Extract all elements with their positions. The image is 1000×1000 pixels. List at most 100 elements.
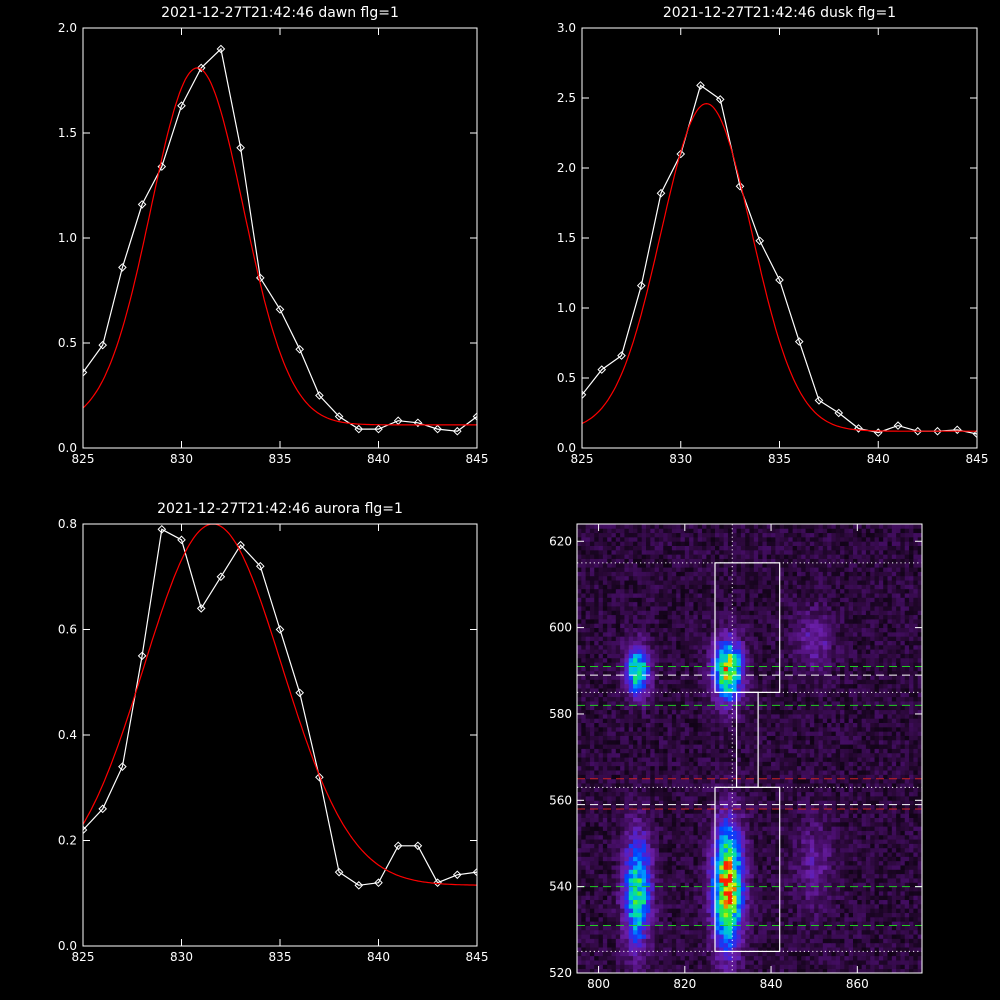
heatmap-cell bbox=[896, 890, 901, 896]
heatmap-cell bbox=[766, 908, 772, 913]
heatmap-cell bbox=[870, 787, 875, 793]
heatmap-cell bbox=[602, 882, 608, 888]
heatmap-cell bbox=[676, 865, 681, 870]
heatmap-cell bbox=[896, 834, 901, 840]
heatmap-cell bbox=[676, 795, 681, 801]
heatmap-cell bbox=[904, 947, 910, 952]
heatmap-cell bbox=[646, 826, 651, 831]
heatmap-cell bbox=[848, 826, 854, 831]
heatmap-cell bbox=[663, 938, 668, 944]
heatmap-cell bbox=[796, 830, 802, 836]
heatmap-cell bbox=[658, 718, 664, 723]
heatmap-cell bbox=[723, 929, 729, 935]
heatmap-cell bbox=[766, 718, 772, 723]
heatmap-cell bbox=[676, 873, 681, 879]
heatmap-cell bbox=[848, 731, 854, 736]
heatmap-cell bbox=[870, 726, 875, 732]
heatmap-cell bbox=[878, 713, 884, 719]
heatmap-cell bbox=[594, 856, 599, 862]
heatmap-cell bbox=[792, 830, 798, 836]
heatmap-cell bbox=[788, 778, 794, 784]
heatmap-cell bbox=[796, 921, 802, 926]
heatmap-cell bbox=[762, 895, 768, 901]
heatmap-cell bbox=[792, 925, 798, 931]
heatmap-cell bbox=[805, 847, 811, 853]
heatmap-cell bbox=[702, 813, 707, 818]
heatmap-cell bbox=[676, 899, 681, 905]
heatmap-cell bbox=[628, 865, 634, 870]
heatmap-cell bbox=[611, 778, 617, 784]
heatmap-cell bbox=[762, 726, 768, 732]
heatmap-cell bbox=[706, 735, 712, 741]
heatmap-cell bbox=[771, 951, 776, 957]
heatmap-cell bbox=[865, 968, 871, 973]
heatmap-cell bbox=[771, 830, 776, 836]
heatmap-cell bbox=[753, 916, 759, 922]
heatmap-cell bbox=[775, 929, 781, 935]
heatmap-cell bbox=[658, 938, 664, 944]
heatmap-cell bbox=[646, 795, 651, 801]
heatmap-cell bbox=[684, 817, 690, 823]
heatmap-cell bbox=[615, 804, 621, 810]
heatmap-cell bbox=[758, 873, 763, 879]
heatmap-cell bbox=[736, 817, 742, 823]
heatmap-cell bbox=[887, 929, 893, 935]
heatmap-cell bbox=[594, 774, 599, 780]
heatmap-cell bbox=[809, 947, 815, 952]
heatmap-cell bbox=[628, 761, 634, 767]
heatmap-cell bbox=[650, 795, 656, 801]
heatmap-cell bbox=[822, 947, 828, 952]
heatmap-cell bbox=[680, 890, 686, 896]
heatmap-cell bbox=[784, 912, 789, 918]
heatmap-cell bbox=[727, 713, 733, 719]
heatmap-cell bbox=[727, 856, 733, 862]
heatmap-cell bbox=[822, 955, 828, 961]
heatmap-cell bbox=[753, 934, 759, 939]
heatmap-cell bbox=[697, 860, 703, 866]
heatmap-cell bbox=[766, 808, 772, 814]
heatmap-cell bbox=[878, 718, 884, 723]
heatmap-cell bbox=[736, 955, 742, 961]
heatmap-cell bbox=[727, 903, 733, 909]
heatmap-cell bbox=[693, 830, 699, 836]
heatmap-cell bbox=[900, 929, 906, 935]
heatmap-cell bbox=[775, 731, 781, 736]
heatmap-cell bbox=[624, 960, 630, 965]
heatmap-cell bbox=[697, 890, 703, 896]
heatmap-cell bbox=[589, 817, 595, 823]
heatmap-cell bbox=[900, 895, 906, 901]
heatmap-cell bbox=[822, 839, 828, 844]
heatmap-cell bbox=[641, 873, 647, 879]
heatmap-cell bbox=[848, 787, 854, 793]
heatmap-cell bbox=[822, 808, 828, 814]
heatmap-cell bbox=[766, 735, 772, 741]
heatmap-cell bbox=[814, 916, 819, 922]
heatmap-cell bbox=[581, 925, 587, 931]
heatmap-cell bbox=[801, 752, 806, 758]
heatmap-cell bbox=[896, 795, 901, 801]
heatmap-cell bbox=[913, 757, 919, 762]
heatmap-cell bbox=[848, 804, 854, 810]
heatmap-cell bbox=[577, 726, 582, 732]
heatmap-cell bbox=[723, 878, 729, 883]
heatmap-cell bbox=[706, 960, 712, 965]
heatmap-cell bbox=[628, 800, 634, 806]
heatmap-cell bbox=[775, 813, 781, 818]
data-line bbox=[83, 528, 477, 886]
heatmap-cell bbox=[831, 826, 837, 831]
heatmap-cell bbox=[585, 895, 591, 901]
heatmap-cell bbox=[891, 795, 897, 801]
heatmap-cell bbox=[693, 821, 699, 827]
heatmap-cell bbox=[861, 795, 867, 801]
heatmap-cell bbox=[611, 761, 617, 767]
heatmap-cell bbox=[671, 830, 677, 836]
heatmap-cell bbox=[624, 830, 630, 836]
heatmap-cell bbox=[865, 731, 871, 736]
heatmap-cell bbox=[620, 951, 625, 957]
heatmap-cell bbox=[775, 873, 781, 879]
heatmap-cell bbox=[702, 761, 707, 767]
heatmap-cell bbox=[792, 735, 798, 741]
heatmap-cell bbox=[775, 739, 781, 745]
heatmap-cell bbox=[758, 951, 763, 957]
heatmap-cell bbox=[870, 955, 875, 961]
